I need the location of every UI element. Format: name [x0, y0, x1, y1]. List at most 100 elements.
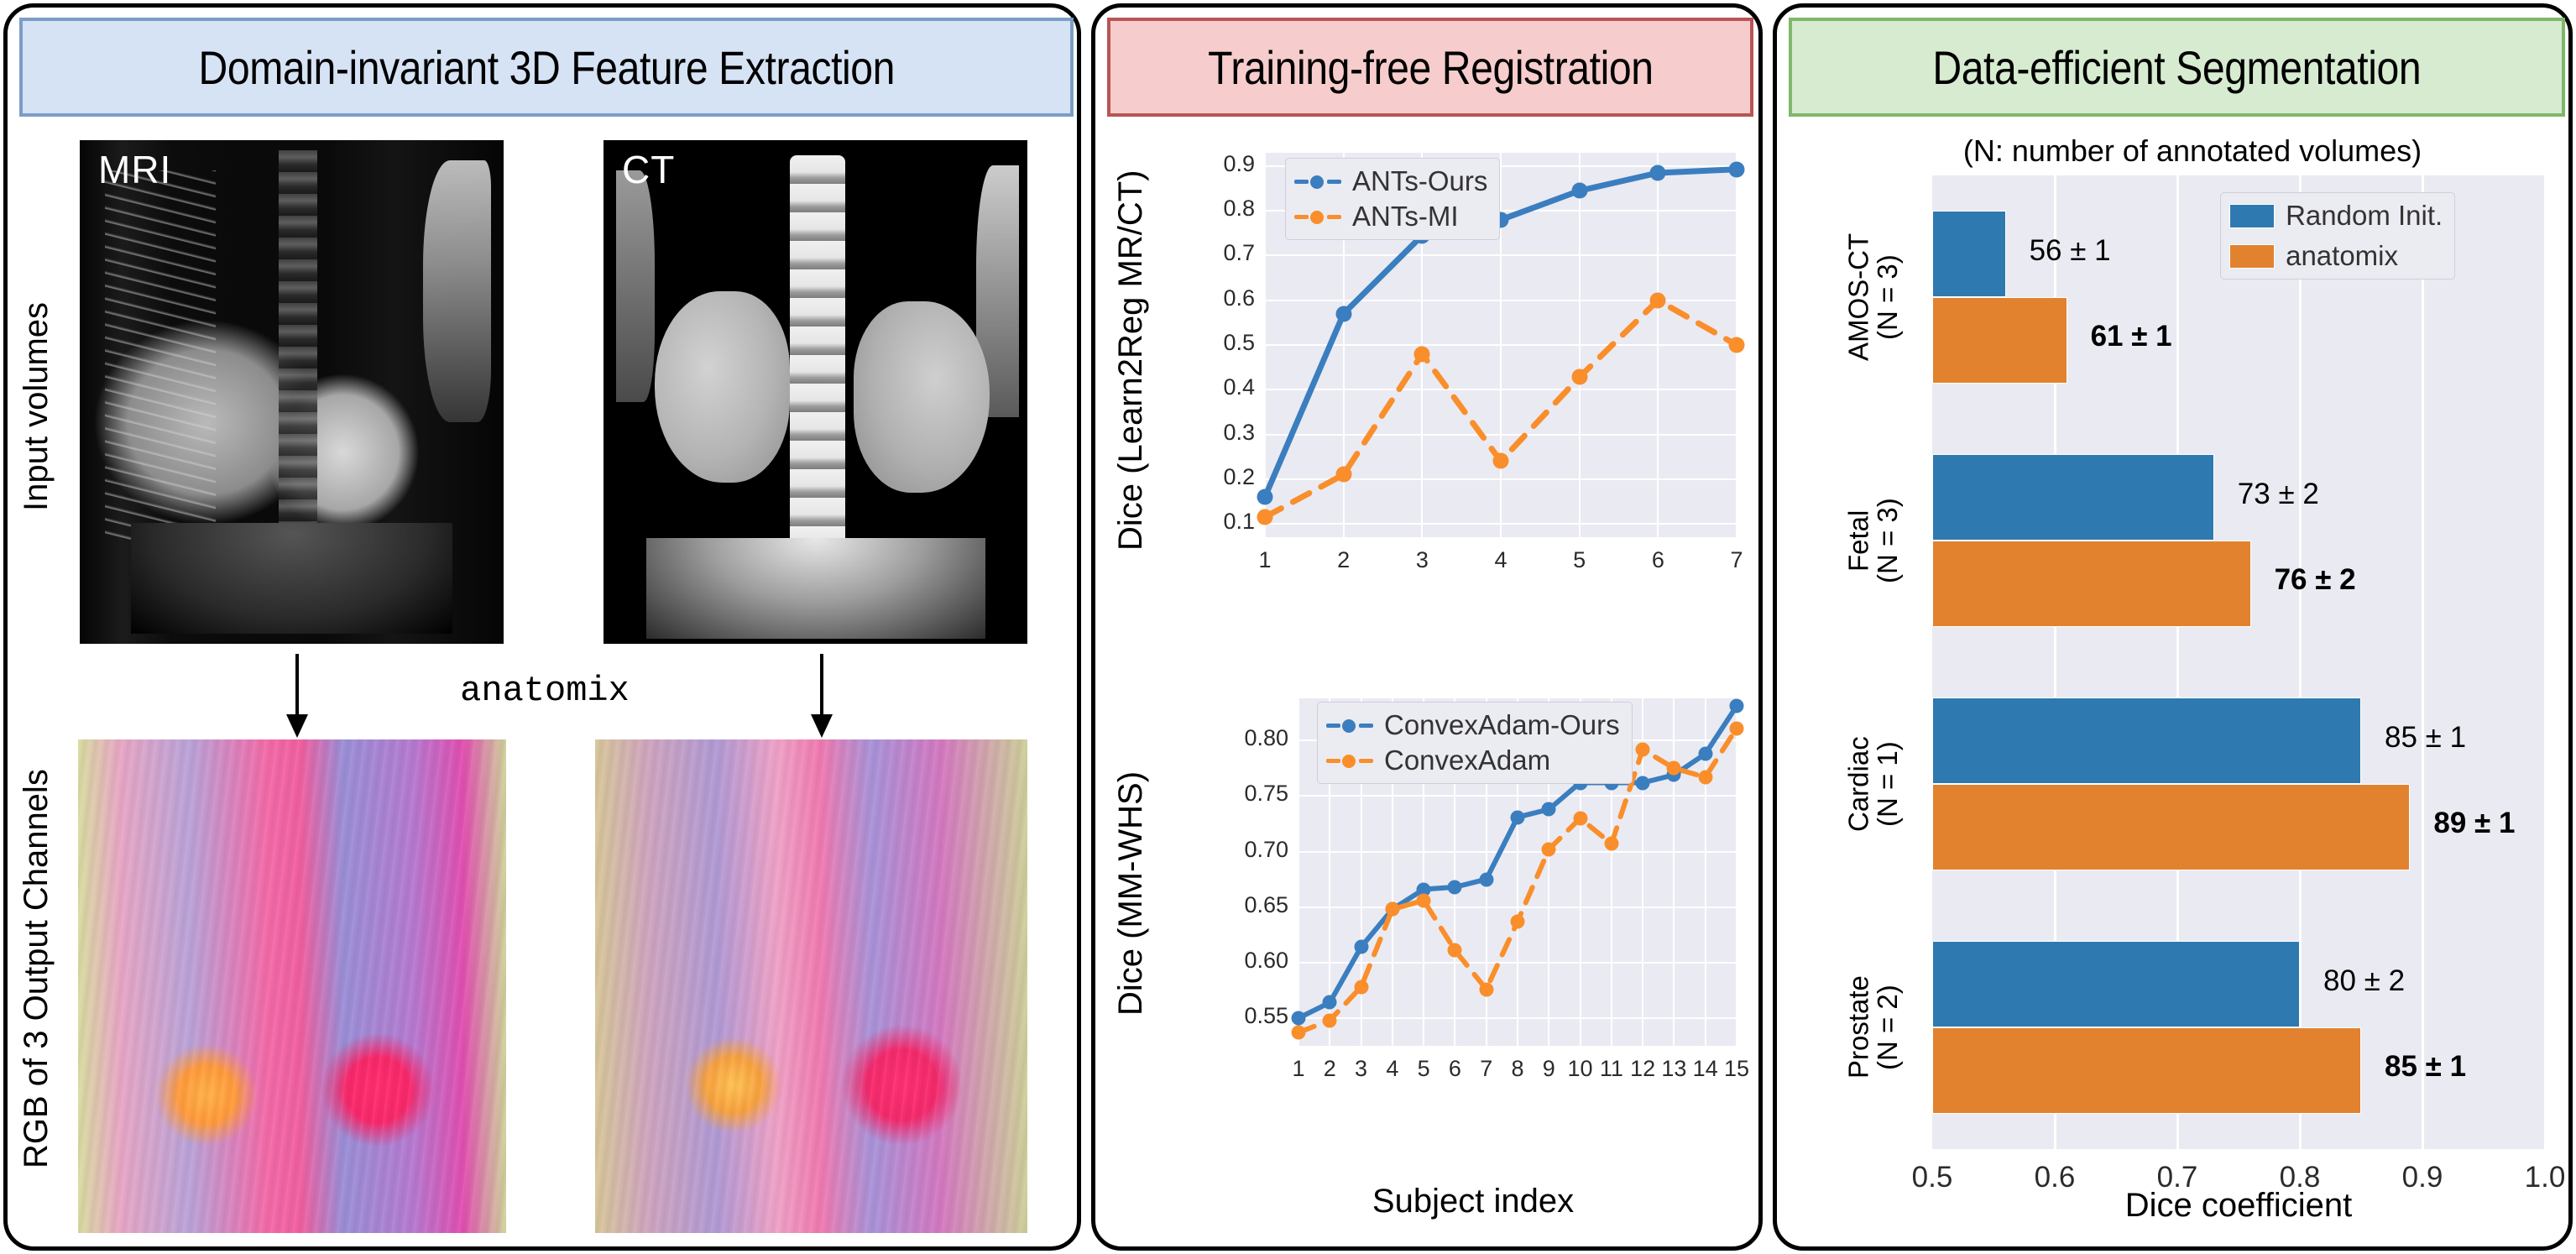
data-point: [1479, 872, 1494, 887]
data-point: [1510, 914, 1525, 929]
xtick-label: 2: [1323, 1056, 1336, 1081]
data-point: [1729, 721, 1744, 736]
chart-mmwhs-xlabel: Subject index: [1372, 1183, 1575, 1220]
data-point: [1385, 901, 1400, 917]
ytick-label: 0.75: [1244, 781, 1288, 807]
data-point: [1635, 776, 1650, 791]
gridline-x: [1264, 153, 1266, 537]
ytick-label: 0.1: [1223, 509, 1255, 535]
gridline-x: [1360, 698, 1362, 1046]
xtick-label: 8: [1511, 1056, 1524, 1081]
bar-anatomix: [1932, 1027, 2361, 1114]
xtick-label: 5: [1417, 1056, 1430, 1081]
panel-registration: Training-free Registration Dice (Learn2R…: [1091, 3, 1763, 1251]
gridline-x: [1329, 698, 1331, 1046]
data-point: [1698, 770, 1713, 785]
data-point: [1698, 746, 1713, 761]
ytick-label: 0.65: [1244, 891, 1288, 917]
data-point: [1541, 802, 1556, 817]
gridline-x: [1704, 698, 1706, 1046]
chart-learn2reg-ylabel: Dice (Learn2Reg MR/CT): [1112, 170, 1149, 551]
panel-feature-extraction: Domain-invariant 3D Feature Extraction I…: [3, 3, 1081, 1251]
xtick-label: 13: [1661, 1056, 1687, 1081]
bar-random-init-: [1932, 211, 2006, 297]
legend-marker: [1342, 719, 1356, 733]
gridline-x: [1421, 153, 1424, 537]
ytick-label: 0.7: [1223, 240, 1255, 266]
category-label-amos-ct: AMOS-CT (N = 3): [1842, 233, 1903, 362]
legend-line-0: [1294, 173, 1341, 190]
xtick-label: 5: [1573, 547, 1586, 572]
rgb-features-ct: [595, 739, 1027, 1233]
gridline-x: [1736, 698, 1737, 1046]
mri-modality-tag: MRI: [98, 148, 172, 191]
gridline-x: [1548, 698, 1550, 1046]
xtick-label: 0.7: [2156, 1161, 2198, 1194]
chart-learn2reg: 0.1 0.2 0.3 0.4 0.5 0.6 0.7 0.8 0.9 1 2 3 4 5 6 7 ANTs-O…: [1204, 146, 1745, 583]
bar-value-label: 56 ± 1: [2029, 233, 2111, 267]
segmentation-note: (N: number of annotated volumes): [1962, 133, 2422, 168]
xtick-label: 14: [1692, 1056, 1718, 1081]
ytick-label: 0.6: [1223, 285, 1255, 311]
bar-anatomix: [1932, 297, 2067, 384]
legend-label: ConvexAdam-Ours: [1384, 709, 1620, 740]
data-point: [1257, 509, 1273, 525]
data-point: [1291, 1011, 1306, 1026]
gridline-x: [1485, 698, 1487, 1046]
legend-label: ANTs-Ours: [1352, 165, 1488, 196]
legend-label: ConvexAdam: [1384, 745, 1551, 776]
chart-segmentation-xlabel: Dice coefficient: [2124, 1187, 2353, 1224]
legend-dash-right: [1327, 180, 1341, 184]
legend-label: Random Init.: [2286, 200, 2443, 231]
data-point: [1571, 368, 1588, 385]
data-point: [1447, 880, 1462, 895]
legend-line-1: [1294, 208, 1341, 225]
legend-dash-left: [1326, 759, 1340, 763]
legend-marker: [1310, 211, 1324, 224]
chart-segmentation: 0.5 0.6 0.7 0.8 0.9 1.0 AMOS-CT (N = 3) 56 ± 1 6…: [1842, 175, 2565, 1194]
gridline-x: [2421, 175, 2424, 1149]
ytick-label: 0.60: [1244, 947, 1288, 973]
xtick-label: 0.9: [2401, 1161, 2443, 1194]
xtick-label: 0.6: [2034, 1161, 2076, 1194]
chart-mmwhs: 0.55 0.60 0.65 0.70 0.75 0.80 1 2 3 4 5 6 7 8 9 10 11 12 1…: [1204, 692, 1749, 1095]
legend-dash-right: [1327, 215, 1341, 219]
data-point: [1635, 742, 1650, 757]
legend-marker: [1342, 755, 1356, 768]
bar-value-label: 85 ± 1: [2385, 720, 2467, 754]
data-point: [1354, 939, 1369, 954]
data-point: [1649, 165, 1666, 181]
legend-line-1: [1326, 752, 1373, 769]
gridline-x: [1423, 698, 1425, 1046]
legend-label: ANTs-MI: [1352, 201, 1459, 232]
ytick-label: 0.70: [1244, 836, 1288, 862]
gridline-x: [1298, 698, 1299, 1046]
panel-left-header: Domain-invariant 3D Feature Extraction: [19, 18, 1074, 117]
gridline-x: [2298, 175, 2302, 1149]
category-label-fetal: Fetal (N = 3): [1842, 498, 1903, 583]
data-point: [1649, 292, 1666, 309]
data-point: [1291, 1025, 1306, 1040]
xtick-label: 10: [1567, 1056, 1593, 1081]
data-point: [1479, 982, 1494, 997]
ytick-label: 0.3: [1223, 419, 1255, 445]
panel-right-header: Data-efficient Segmentation: [1789, 18, 2565, 117]
legend-swatch-0: [2229, 203, 2276, 228]
ytick-label: 0.2: [1223, 463, 1255, 489]
legend-item: Random Init.: [2229, 200, 2443, 232]
legend-item: ANTs-MI: [1294, 201, 1487, 233]
data-point: [1322, 995, 1337, 1010]
arrow-ct-to-features: [809, 654, 834, 738]
legend-label: anatomix: [2286, 240, 2398, 271]
bar-random-init-: [1932, 941, 2300, 1027]
legend-line-0: [1326, 717, 1373, 734]
legend-dash-right: [1359, 759, 1373, 763]
xtick-label: 6: [1651, 547, 1664, 572]
row-label-input-volumes: Input volumes: [18, 301, 55, 511]
data-point: [1492, 452, 1509, 469]
panel-mid-header: Training-free Registration: [1107, 18, 1753, 117]
row-label-rgb-output: RGB of 3 Output Channels: [18, 769, 55, 1168]
data-point: [1413, 346, 1430, 363]
xtick-label: 2: [1337, 547, 1351, 572]
